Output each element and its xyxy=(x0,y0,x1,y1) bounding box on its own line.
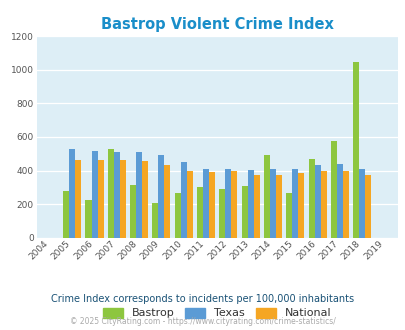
Bar xyxy=(330,141,336,238)
Bar xyxy=(75,160,81,238)
Bar xyxy=(174,193,180,238)
Bar xyxy=(275,175,281,238)
Bar xyxy=(63,191,69,238)
Bar xyxy=(336,164,342,238)
Bar xyxy=(308,159,314,238)
Bar xyxy=(314,165,320,238)
Bar xyxy=(247,170,253,238)
Text: © 2025 CityRating.com - https://www.cityrating.com/crime-statistics/: © 2025 CityRating.com - https://www.city… xyxy=(70,317,335,326)
Bar xyxy=(130,185,136,238)
Bar xyxy=(298,173,304,238)
Bar xyxy=(231,171,237,238)
Bar xyxy=(108,149,113,238)
Title: Bastrop Violent Crime Index: Bastrop Violent Crime Index xyxy=(100,17,333,32)
Bar xyxy=(113,152,119,238)
Bar xyxy=(320,171,326,238)
Bar xyxy=(202,169,209,238)
Bar xyxy=(85,200,91,238)
Bar xyxy=(186,171,192,238)
Bar xyxy=(196,187,202,238)
Bar xyxy=(352,62,358,238)
Bar xyxy=(364,175,370,238)
Bar xyxy=(152,203,158,238)
Bar xyxy=(358,169,364,238)
Bar xyxy=(180,162,186,238)
Bar xyxy=(269,169,275,238)
Legend: Bastrop, Texas, National: Bastrop, Texas, National xyxy=(102,308,331,318)
Bar xyxy=(241,185,247,238)
Bar xyxy=(119,160,126,238)
Bar xyxy=(97,160,103,238)
Bar xyxy=(292,169,298,238)
Bar xyxy=(263,155,269,238)
Bar xyxy=(225,169,231,238)
Bar xyxy=(209,172,215,238)
Bar xyxy=(136,152,142,238)
Bar xyxy=(342,171,348,238)
Bar xyxy=(142,161,148,238)
Bar xyxy=(253,175,259,238)
Bar xyxy=(164,165,170,238)
Bar xyxy=(219,189,225,238)
Bar xyxy=(69,149,75,238)
Bar xyxy=(158,154,164,238)
Bar xyxy=(91,151,97,238)
Text: Crime Index corresponds to incidents per 100,000 inhabitants: Crime Index corresponds to incidents per… xyxy=(51,294,354,304)
Bar xyxy=(286,193,292,238)
